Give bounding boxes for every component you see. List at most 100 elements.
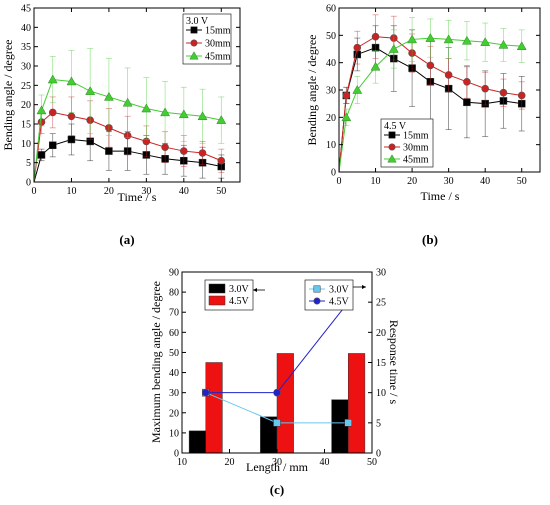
data-point	[141, 103, 152, 113]
y-tick-label: 0	[331, 168, 336, 179]
data-point	[516, 41, 527, 51]
x-tick-label: 10	[66, 186, 76, 197]
x-tick-label: 20	[225, 457, 235, 468]
x-tick-label: 50	[216, 186, 226, 197]
data-point	[85, 86, 96, 95]
y-tick-label: 10	[169, 428, 179, 439]
data-point	[344, 419, 352, 427]
x-axis-label: Time / s	[118, 190, 157, 204]
data-point	[48, 141, 57, 150]
data-point	[36, 105, 47, 115]
x-axis-label: Time / s	[421, 189, 460, 203]
x-tick-label: 40	[480, 176, 490, 187]
data-point	[341, 112, 352, 122]
data-point	[105, 147, 113, 155]
y-tick-label: 20	[21, 100, 31, 111]
data-point	[273, 419, 281, 427]
x-tick-label: 30	[444, 176, 454, 187]
legend-label: 45mm	[205, 52, 231, 63]
x-tick-label: 40	[179, 186, 189, 197]
y-tick-label: 50	[326, 31, 336, 42]
y-tick-label: 30	[326, 86, 336, 97]
series-45mm	[338, 17, 527, 173]
data-point	[48, 108, 57, 117]
bar-series-4.5V	[205, 353, 366, 454]
y-tick-label: 15	[21, 120, 31, 131]
data-point	[517, 91, 526, 100]
y-axis-label: Bending angle / degree	[305, 35, 319, 146]
data-point	[273, 388, 281, 397]
data-point	[66, 76, 77, 86]
y-tick-label: 45	[21, 4, 31, 15]
data-point	[197, 111, 208, 121]
bar-legend: 3.0V4.5V	[204, 279, 265, 311]
y2-tick-label: 25	[376, 298, 386, 309]
y-tick-label: 80	[169, 288, 179, 299]
y2-axis-label: Response time / s	[387, 320, 401, 405]
data-point	[161, 143, 169, 151]
y2-tick-label: 10	[376, 388, 386, 399]
plot-frame	[338, 7, 541, 173]
legend-marker	[387, 154, 397, 163]
x-tick-label: 50	[367, 457, 377, 468]
y2-tick-label: 0	[376, 449, 381, 460]
x-tick-label: 30	[141, 186, 151, 197]
data-point	[37, 151, 46, 159]
y-tick-label: 40	[21, 23, 31, 34]
legend-swatch	[208, 283, 226, 294]
legend-label: 30mm	[403, 143, 429, 154]
panel-label: (b)	[422, 232, 438, 247]
legend-label: 3.0V	[329, 285, 350, 296]
bar	[188, 430, 206, 454]
y-tick-label: 20	[169, 408, 179, 419]
legend-marker	[190, 39, 198, 47]
legend-label: 4.5V	[229, 296, 250, 307]
chart-panel-2: 10 20 30 40 50010203040506070809005101520253…	[149, 268, 401, 498]
data-point	[67, 135, 76, 144]
data-point	[481, 84, 489, 93]
data-point	[47, 74, 58, 84]
bar	[276, 353, 294, 454]
legend-label: 30mm	[205, 39, 231, 50]
legend-label: 45mm	[403, 155, 429, 166]
y-tick-label: 10	[21, 139, 31, 150]
data-point	[370, 61, 381, 71]
x-tick-label: 40	[320, 457, 330, 468]
legend-marker	[388, 131, 396, 139]
data-point	[407, 34, 418, 44]
data-point	[425, 33, 436, 42]
legend-swatch	[208, 295, 226, 306]
data-point	[498, 39, 509, 49]
data-point	[201, 388, 210, 397]
x-tick-label: 50	[517, 176, 527, 187]
data-point	[216, 115, 227, 124]
data-point	[217, 156, 226, 165]
series-line	[33, 78, 222, 183]
data-point	[426, 61, 435, 70]
y2-tick-label: 15	[376, 358, 386, 369]
data-point	[463, 98, 471, 107]
data-point	[342, 91, 351, 100]
y-tick-label: 25	[21, 81, 31, 92]
data-point	[444, 71, 453, 79]
line-legend: 3.0V4.5V	[304, 279, 366, 311]
legend-label: 4.5V	[329, 297, 350, 308]
y-tick-label: 30	[21, 62, 31, 73]
y-tick-label: 0	[26, 178, 31, 189]
data-point	[122, 97, 133, 107]
data-point	[353, 43, 362, 52]
x-tick-label: 0	[32, 186, 37, 197]
legend-marker	[189, 51, 199, 60]
y-tick-label: 30	[169, 388, 179, 399]
x-axis-label: Length / mm	[246, 460, 309, 474]
legend-marker	[388, 143, 396, 151]
bar	[205, 362, 223, 454]
legend-marker	[190, 26, 198, 34]
y-tick-label: 0	[174, 449, 179, 460]
y-tick-label: 60	[326, 4, 336, 15]
y-tick-label: 70	[169, 308, 179, 319]
legend-title: 4.5 V	[384, 121, 407, 132]
legend-box	[304, 279, 354, 311]
data-point	[198, 149, 207, 157]
